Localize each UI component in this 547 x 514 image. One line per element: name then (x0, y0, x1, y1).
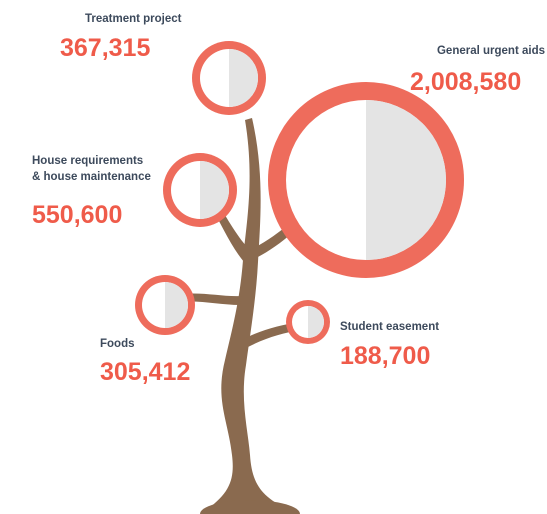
ring-student (286, 300, 330, 344)
node-label: Treatment project (85, 13, 182, 25)
node-label: Foods (100, 338, 135, 350)
node-label: General urgent aids (437, 45, 545, 57)
node-label: & house maintenance (32, 171, 151, 183)
ring-treatment (192, 41, 266, 115)
node-label: Student easement (340, 321, 439, 333)
ring-general (268, 82, 464, 278)
node-value: 367,315 (60, 34, 150, 62)
ring-foods (135, 275, 195, 335)
ring-house (163, 153, 237, 227)
node-value: 550,600 (32, 201, 122, 229)
node-value: 2,008,580 (410, 68, 521, 96)
node-label: House requirements (32, 155, 143, 167)
node-value: 188,700 (340, 342, 430, 370)
node-value: 305,412 (100, 358, 190, 386)
